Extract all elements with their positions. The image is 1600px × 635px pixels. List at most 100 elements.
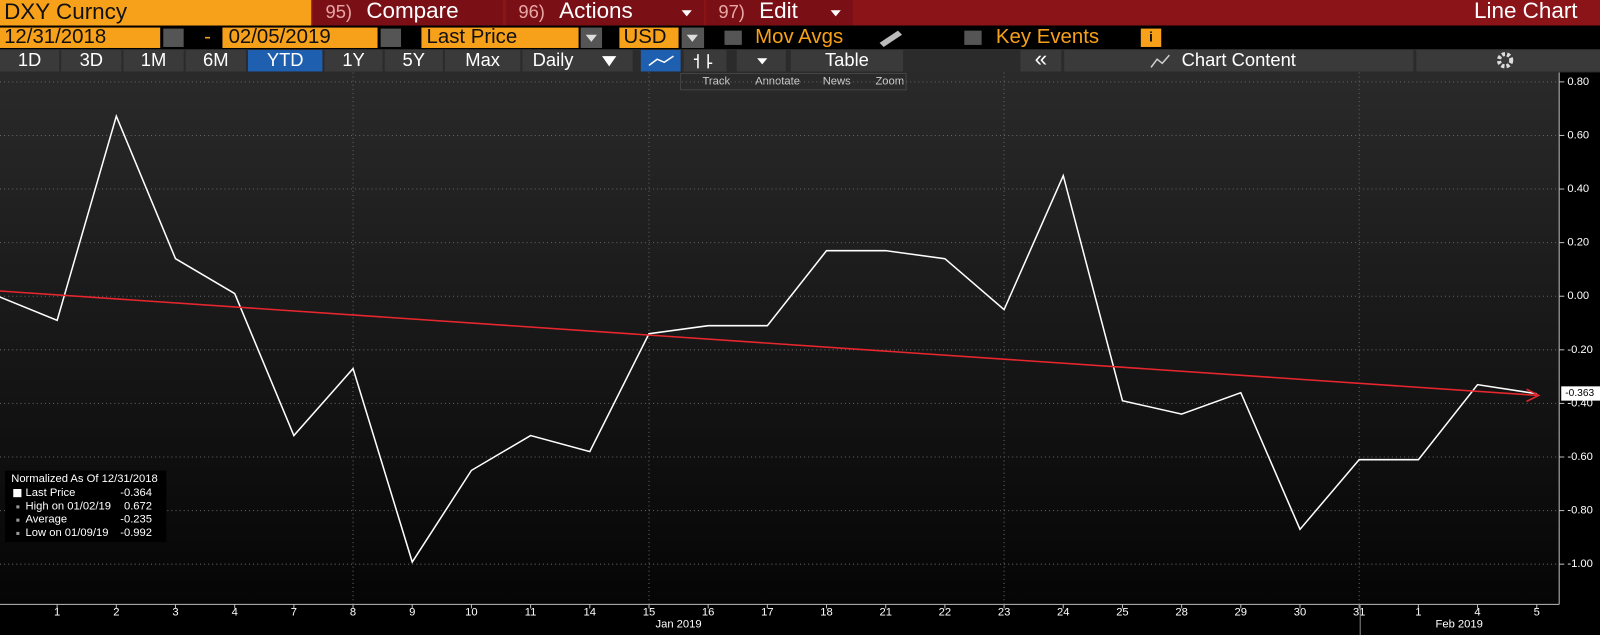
- menu-label: Actions: [559, 0, 633, 23]
- plot-area: [0, 72, 1560, 605]
- x-tick-label: 30: [1294, 607, 1306, 619]
- calendar-icon[interactable]: [380, 28, 402, 47]
- period-button[interactable]: [384, 50, 443, 72]
- dropdown-arrow: [585, 34, 597, 42]
- tool-label[interactable]: Track: [703, 76, 731, 88]
- period-label: 1Y: [342, 49, 364, 70]
- x-tick-label: 15: [643, 607, 655, 619]
- period-button[interactable]: [0, 50, 60, 72]
- legend-value: -0.235: [120, 514, 152, 526]
- menu-arrow: [681, 10, 692, 17]
- frequency: Daily: [533, 49, 575, 70]
- legend-label: Last Price: [26, 487, 76, 499]
- legend-value: -0.364: [120, 487, 152, 499]
- tool-label[interactable]: Zoom: [875, 76, 904, 88]
- gear-icon: [1496, 52, 1514, 69]
- security: DXY Curncy: [4, 0, 128, 24]
- menu-number: 95): [326, 1, 353, 22]
- collapse-button[interactable]: [1020, 50, 1062, 72]
- checkbox[interactable]: [964, 30, 982, 45]
- y-tick-label: -0.20: [1567, 344, 1593, 356]
- period-button[interactable]: [247, 50, 323, 72]
- frequency-select[interactable]: [522, 50, 633, 72]
- trend-line: [0, 290, 1537, 397]
- period-label: YTD: [267, 49, 304, 70]
- menu-button[interactable]: [313, 0, 504, 26]
- info-icon[interactable]: [1140, 28, 1162, 47]
- x-tick-label: 10: [465, 607, 477, 619]
- x-tick-label: 5: [1534, 607, 1540, 619]
- last-value-box: [1561, 386, 1600, 401]
- period-label: 1M: [141, 49, 167, 70]
- menu-button[interactable]: [506, 0, 705, 26]
- dropdown-arrow: [686, 34, 698, 42]
- period-button[interactable]: [123, 50, 184, 72]
- table-button[interactable]: [790, 50, 904, 72]
- month-label: Feb 2019: [1435, 619, 1482, 631]
- x-tick-label: 18: [820, 607, 832, 619]
- period-button[interactable]: [185, 50, 246, 72]
- y-tick-label: -1.00: [1567, 558, 1593, 570]
- y-tick-label: 0.20: [1567, 237, 1589, 249]
- legend-label: High on 01/02/19: [26, 500, 111, 512]
- line-icon: [648, 55, 674, 66]
- period-button[interactable]: [61, 50, 122, 72]
- field-select[interactable]: [421, 27, 579, 48]
- dropdown-arrow: [757, 58, 768, 65]
- date-separator: -: [204, 26, 211, 48]
- last-value-label: -0.363: [1565, 388, 1594, 399]
- x-tick-label: 22: [939, 607, 951, 619]
- x-tick-label: 4: [1474, 607, 1480, 619]
- x-tick-label: 31: [1353, 607, 1365, 619]
- legend-label: Low on 01/09/19: [26, 527, 109, 539]
- field: Last Price: [427, 26, 518, 48]
- period-label: Max: [465, 49, 500, 70]
- y-tick-label: 0.60: [1567, 129, 1589, 141]
- month-label: Jan 2019: [655, 619, 701, 631]
- y-tick-label: 0.80: [1567, 76, 1589, 88]
- menu-number: 97): [718, 1, 745, 22]
- bar-chart-button[interactable]: [683, 50, 727, 72]
- trend-arrow: [1526, 388, 1541, 403]
- menu-label: Edit: [759, 0, 798, 23]
- legend-box: [5, 470, 167, 543]
- x-tick-label: 7: [291, 607, 297, 619]
- end-date: 02/05/2019: [229, 26, 331, 48]
- menu-arrow: [830, 10, 841, 17]
- info-glyph: i: [1149, 30, 1153, 46]
- start-date-field[interactable]: [0, 27, 161, 48]
- end-date-field[interactable]: [222, 27, 378, 48]
- y-tick-label: -0.60: [1567, 451, 1593, 463]
- tool-label[interactable]: Annotate: [755, 76, 800, 88]
- calendar-icon[interactable]: [163, 28, 184, 47]
- pencil-icon[interactable]: [879, 30, 903, 47]
- x-tick-label: 1: [54, 607, 60, 619]
- x-tick-label: 3: [172, 607, 178, 619]
- menu-button[interactable]: [706, 0, 854, 26]
- legend-value: -0.992: [120, 527, 152, 539]
- menu-number: 96): [518, 1, 545, 22]
- period-button[interactable]: [444, 50, 521, 72]
- key-events: Key Events: [996, 26, 1099, 48]
- x-tick-label: 8: [350, 607, 356, 619]
- table: Table: [825, 49, 869, 70]
- period-label: 6M: [203, 49, 229, 70]
- period-button[interactable]: [324, 50, 383, 72]
- checkbox[interactable]: [724, 30, 742, 45]
- x-tick-label: 17: [761, 607, 773, 619]
- currency-select[interactable]: [619, 27, 679, 48]
- x-tick-label: 25: [1116, 607, 1128, 619]
- x-tick-label: 23: [998, 607, 1010, 619]
- y-tick-label: 0.00: [1567, 290, 1589, 302]
- security-field[interactable]: [0, 0, 312, 26]
- period-label: 3D: [80, 49, 103, 70]
- ohlc-icon: [693, 54, 713, 69]
- chart-content: Chart Content: [1182, 49, 1296, 70]
- settings-button[interactable]: [1416, 50, 1600, 72]
- y-tick-label: -0.80: [1567, 505, 1593, 517]
- legend-title: Normalized As Of 12/31/2018: [11, 473, 158, 485]
- y-tick-label: 0.40: [1567, 183, 1589, 195]
- period-label: 5Y: [403, 49, 425, 70]
